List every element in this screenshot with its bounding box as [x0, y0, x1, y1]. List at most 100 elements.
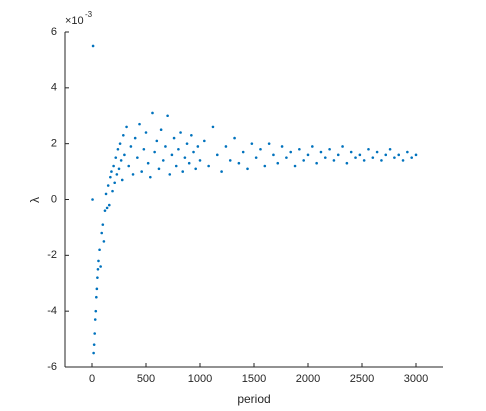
point — [107, 203, 111, 207]
point — [233, 136, 236, 140]
point — [136, 156, 139, 159]
point — [153, 150, 156, 154]
point — [397, 153, 401, 157]
point — [198, 159, 202, 162]
point — [323, 156, 327, 159]
point — [129, 145, 133, 148]
point — [254, 156, 258, 159]
point — [157, 167, 161, 171]
y-tick-label: 6 — [51, 26, 57, 38]
point — [98, 248, 101, 252]
x-tick-label: 2000 — [296, 373, 320, 385]
point — [93, 332, 96, 335]
point — [138, 122, 141, 126]
point — [179, 131, 182, 134]
point — [149, 175, 152, 179]
point — [164, 145, 167, 148]
point — [224, 145, 228, 148]
point — [285, 156, 288, 159]
y-tick-label: 2 — [51, 138, 57, 150]
point — [272, 153, 275, 157]
point — [91, 198, 94, 201]
point — [183, 156, 187, 159]
point — [237, 161, 241, 165]
point — [332, 159, 336, 162]
point — [96, 267, 100, 271]
point — [315, 161, 318, 165]
point — [177, 147, 180, 151]
point — [354, 156, 357, 159]
y-tick-label: -6 — [47, 361, 57, 373]
point — [105, 206, 109, 210]
point — [380, 159, 383, 162]
point — [280, 145, 284, 148]
point — [127, 164, 131, 168]
point — [259, 147, 262, 151]
point — [414, 153, 418, 157]
point — [166, 114, 169, 118]
point — [388, 147, 392, 151]
point — [123, 153, 126, 157]
point — [119, 159, 123, 162]
point — [241, 150, 245, 154]
point — [113, 181, 116, 185]
point — [410, 156, 413, 159]
y-tick-label: 4 — [51, 82, 57, 94]
point — [96, 276, 99, 279]
point — [289, 150, 293, 154]
point — [302, 159, 305, 162]
point — [117, 167, 121, 171]
point — [311, 145, 314, 148]
point — [161, 159, 165, 162]
point — [172, 136, 176, 140]
point — [187, 161, 191, 165]
point — [106, 184, 110, 187]
point — [220, 170, 223, 173]
point — [140, 170, 143, 173]
point — [358, 153, 362, 157]
point — [401, 159, 405, 162]
point — [142, 147, 146, 151]
point — [371, 156, 375, 159]
point — [384, 153, 388, 157]
y-multiplier-base: ×10 — [65, 15, 84, 27]
point — [406, 150, 409, 154]
point — [93, 318, 97, 321]
y-tick-label: 0 — [51, 193, 57, 205]
point — [168, 173, 172, 176]
y-tick-label: -4 — [47, 305, 57, 317]
point — [103, 209, 107, 212]
point — [246, 167, 249, 171]
x-axis-label: period — [237, 392, 270, 406]
point — [151, 111, 154, 115]
point — [263, 164, 267, 168]
x-tick-label: 500 — [137, 373, 155, 385]
y-tick-label: -2 — [47, 249, 57, 261]
point — [112, 164, 115, 168]
point — [92, 343, 96, 346]
point — [109, 175, 112, 179]
point — [92, 351, 95, 355]
x-tick-label: 2500 — [350, 373, 374, 385]
point — [94, 309, 98, 313]
point — [97, 259, 100, 263]
point — [267, 142, 271, 145]
point — [211, 125, 215, 129]
point — [362, 159, 366, 162]
point — [133, 136, 137, 140]
point — [293, 164, 297, 168]
point — [228, 159, 232, 162]
point — [144, 131, 148, 134]
point — [125, 125, 128, 129]
point — [102, 240, 106, 243]
point — [116, 147, 120, 151]
point — [155, 139, 159, 143]
point — [341, 145, 344, 148]
point — [170, 153, 174, 157]
point — [194, 167, 197, 171]
x-tick-label: 1500 — [242, 373, 266, 385]
point — [104, 192, 108, 196]
point — [367, 147, 370, 151]
point — [146, 161, 150, 165]
